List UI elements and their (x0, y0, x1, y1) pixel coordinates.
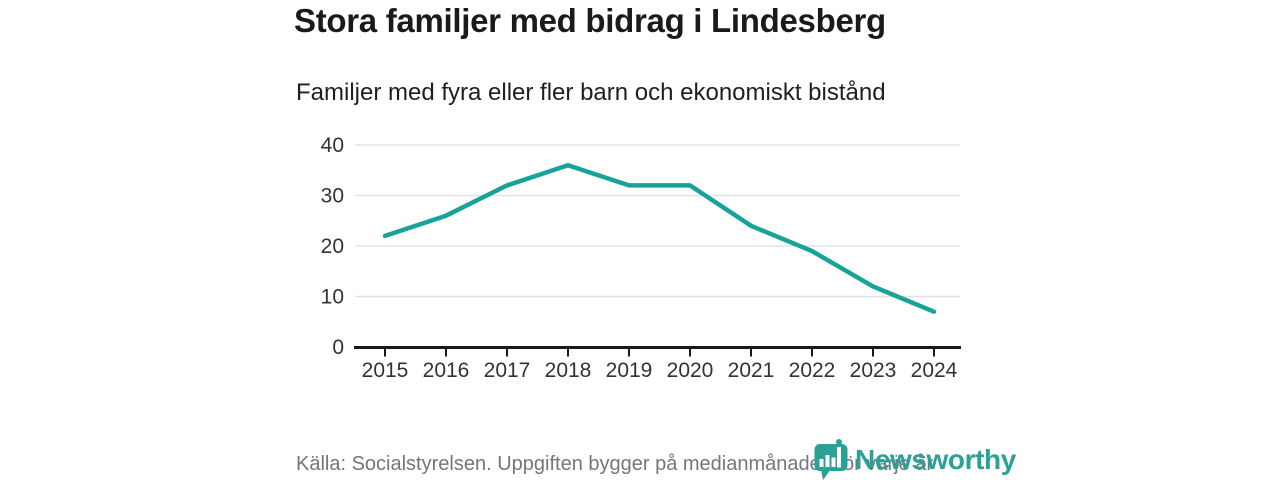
x-axis-tick-label: 2018 (545, 359, 592, 382)
data-line (382, 162, 937, 314)
x-axis-tick-label: 2015 (362, 359, 409, 382)
y-axis-tick-label: 0 (332, 336, 344, 359)
x-axis-tick-label: 2016 (423, 359, 470, 382)
chart-subtitle: Familjer med fyra eller fler barn och ek… (296, 79, 886, 106)
y-axis-tick-label: 20 (321, 235, 344, 258)
source-note: Källa: Socialstyrelsen. Uppgiften bygger… (296, 453, 934, 475)
newsworthy-logo-icon (814, 439, 848, 480)
x-axis-tick-label: 2024 (911, 359, 958, 382)
x-axis-tick-label: 2020 (667, 359, 714, 382)
x-axis-tick-label: 2017 (484, 359, 531, 382)
newsworthy-logo: Newsworthy (812, 439, 1016, 480)
y-axis-tick-label: 40 (321, 134, 344, 157)
x-axis-tick-label: 2023 (850, 359, 897, 382)
chart-title: Stora familjer med bidrag i Lindesberg (294, 2, 886, 39)
y-axis-tick-label: 30 (321, 185, 344, 208)
newsworthy-logo-text: Newsworthy (855, 444, 1016, 475)
x-axis-tick-label: 2022 (789, 359, 836, 382)
x-axis-tick-label: 2019 (606, 359, 653, 382)
y-axis-tick-label: 10 (321, 286, 344, 309)
x-axis-tick-label: 2021 (728, 359, 775, 382)
